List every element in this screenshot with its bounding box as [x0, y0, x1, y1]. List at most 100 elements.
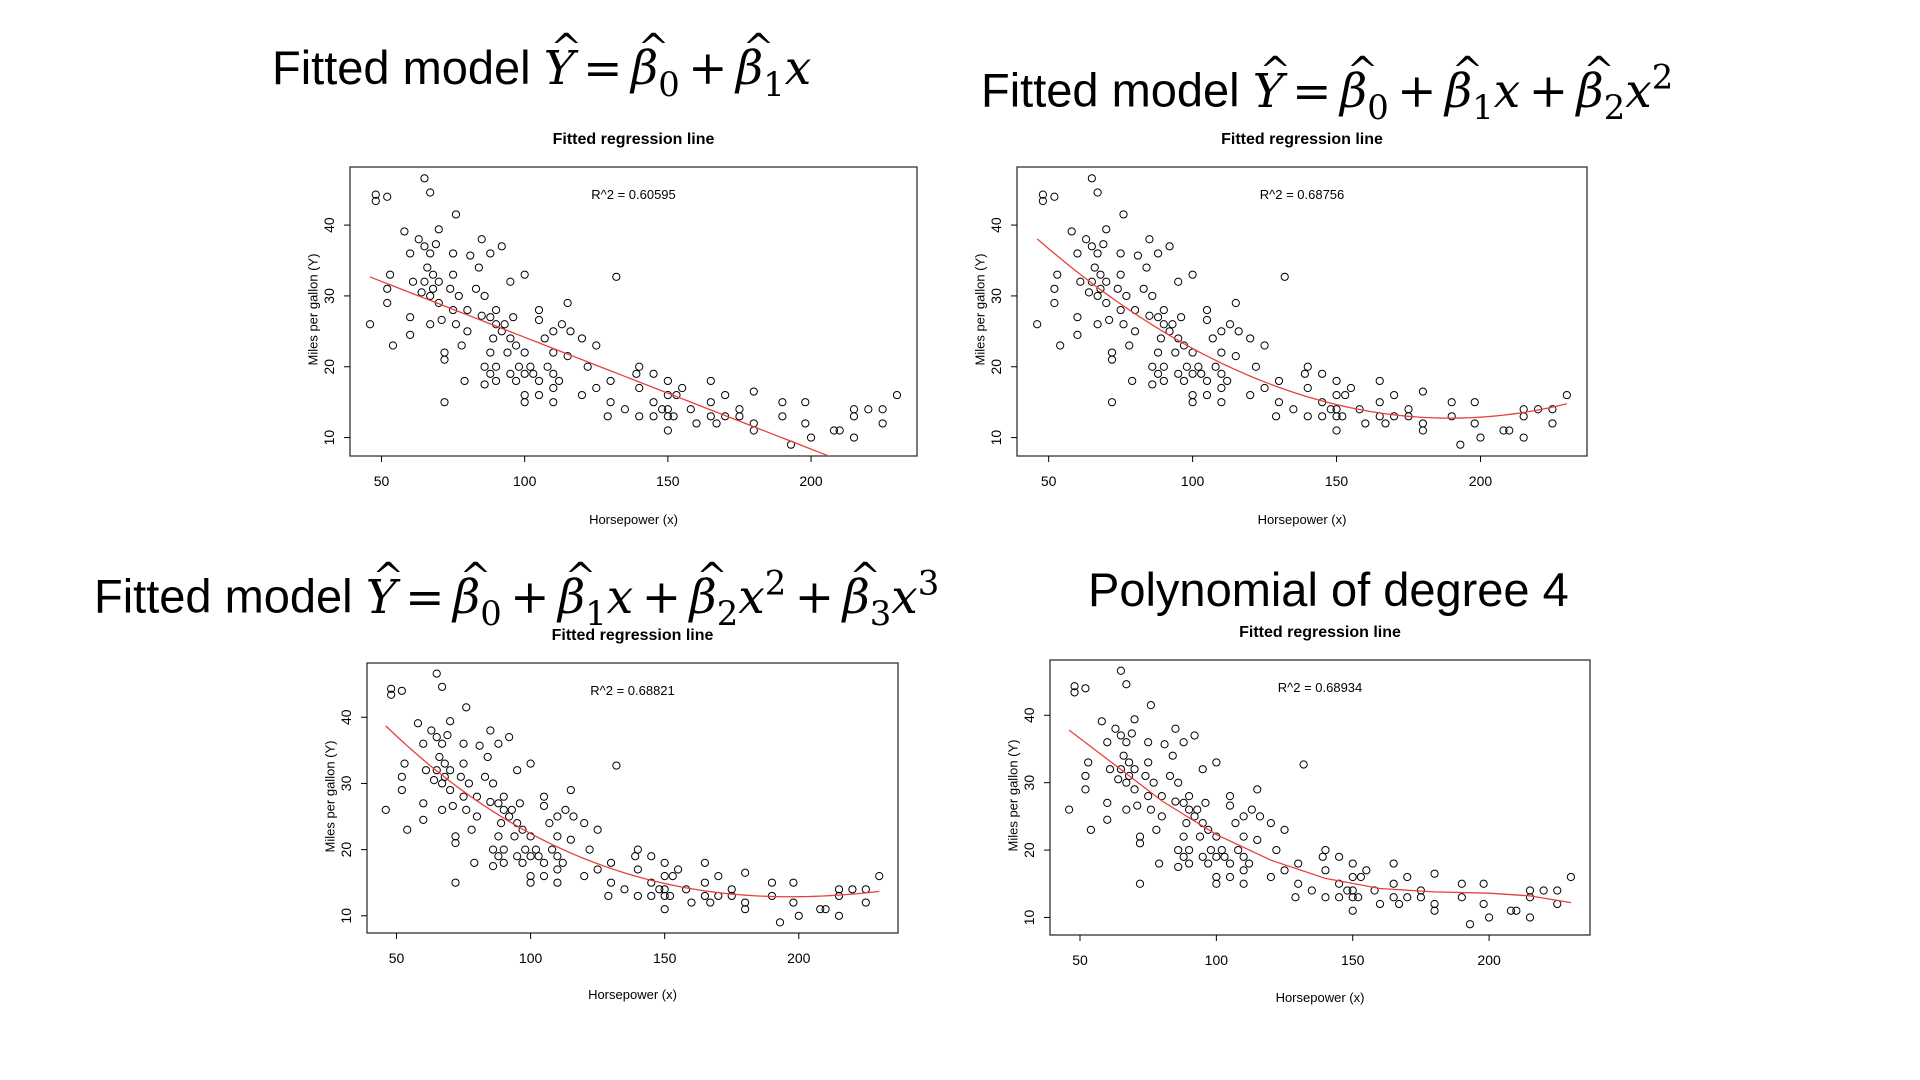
data-point — [1457, 879, 1466, 888]
data-point — [513, 852, 522, 861]
data-point — [1145, 235, 1154, 244]
data-point — [1525, 893, 1535, 902]
data-point — [1070, 688, 1079, 697]
x-tick-label: 50 — [1041, 473, 1057, 489]
title-prefix: Fitted model — [272, 41, 531, 94]
data-point — [1225, 801, 1235, 810]
data-point — [413, 719, 423, 728]
data-point — [1348, 906, 1357, 915]
data-point — [534, 390, 544, 400]
data-point — [503, 348, 512, 357]
data-point — [488, 862, 498, 871]
data-point — [534, 315, 544, 325]
data-point — [1093, 249, 1102, 258]
data-point — [437, 315, 446, 325]
data-point — [539, 801, 549, 811]
data-point — [1135, 879, 1145, 888]
data-point — [1148, 362, 1157, 371]
data-point — [383, 298, 392, 308]
data-point — [426, 249, 435, 258]
data-point — [1107, 398, 1117, 407]
data-point — [451, 832, 460, 841]
data-point — [446, 717, 455, 726]
data-point — [1266, 872, 1276, 882]
data-point — [1182, 819, 1191, 828]
data-point — [606, 878, 616, 887]
data-point — [483, 752, 492, 762]
data-point — [427, 726, 436, 735]
data-point — [1107, 348, 1117, 357]
data-point — [511, 376, 521, 386]
data-point — [1430, 906, 1439, 915]
data-point — [1512, 906, 1521, 915]
y-tick-label: 10 — [1021, 909, 1037, 925]
data-point — [1141, 771, 1150, 781]
data-point — [1548, 419, 1557, 428]
data-point — [1096, 284, 1105, 293]
data-point — [1231, 352, 1240, 361]
data-point — [540, 334, 549, 343]
data-point — [1294, 859, 1303, 868]
data-point — [834, 911, 844, 920]
y-tick-label: 20 — [988, 359, 1004, 375]
data-point — [1212, 758, 1221, 767]
data-point — [547, 845, 557, 854]
data-point — [421, 766, 431, 775]
data-point — [1299, 760, 1308, 769]
data-point — [580, 871, 589, 881]
plot-area: 50 100 150 200 10 20 30 40 — [321, 166, 918, 489]
data-point — [1184, 792, 1194, 801]
data-point — [1033, 320, 1042, 329]
r-squared-label: R^2 = 0.68934 — [1277, 680, 1363, 695]
data-point — [1198, 765, 1207, 774]
data-point — [1050, 298, 1059, 308]
data-point — [1154, 859, 1164, 868]
data-point — [1403, 893, 1412, 902]
data-point — [778, 398, 787, 407]
data-point — [647, 852, 656, 861]
data-point — [1220, 852, 1229, 861]
data-point — [821, 905, 830, 914]
data-point — [1251, 362, 1261, 371]
data-point — [1165, 242, 1174, 251]
data-point — [1208, 334, 1217, 343]
data-point — [534, 852, 543, 861]
data-point — [549, 383, 558, 393]
data-point — [620, 405, 630, 414]
data-point — [423, 263, 432, 272]
data-point — [494, 852, 503, 861]
data-point — [514, 362, 524, 371]
x-axis-label: Horsepower (x) — [588, 987, 677, 1002]
data-point — [663, 412, 672, 421]
data-point — [801, 419, 810, 428]
data-point — [583, 362, 592, 371]
data-point — [488, 779, 498, 788]
data-point — [660, 905, 669, 914]
data-point — [534, 305, 544, 315]
data-point — [420, 277, 429, 286]
data-point — [1198, 852, 1207, 861]
data-point — [660, 871, 669, 881]
x-tick-label: 150 — [1341, 952, 1365, 968]
data-point — [529, 369, 538, 378]
data-point — [1103, 738, 1112, 747]
data-point — [443, 731, 452, 740]
data-point — [1321, 866, 1330, 875]
data-point — [470, 858, 479, 867]
data-point — [1266, 819, 1276, 828]
y-tick-label: 40 — [1021, 707, 1037, 723]
data-point — [1239, 852, 1248, 861]
data-point — [539, 792, 549, 801]
data-point — [486, 797, 495, 807]
data-point — [1119, 210, 1128, 219]
data-point — [1334, 893, 1344, 902]
data-point — [460, 376, 469, 386]
data-point — [1253, 785, 1262, 794]
data-point — [480, 291, 489, 301]
data-point — [437, 805, 447, 815]
data-point — [462, 703, 471, 712]
data-point — [1102, 225, 1111, 234]
data-point — [1479, 899, 1488, 909]
data-point — [1122, 738, 1131, 747]
data-point — [1362, 866, 1371, 875]
